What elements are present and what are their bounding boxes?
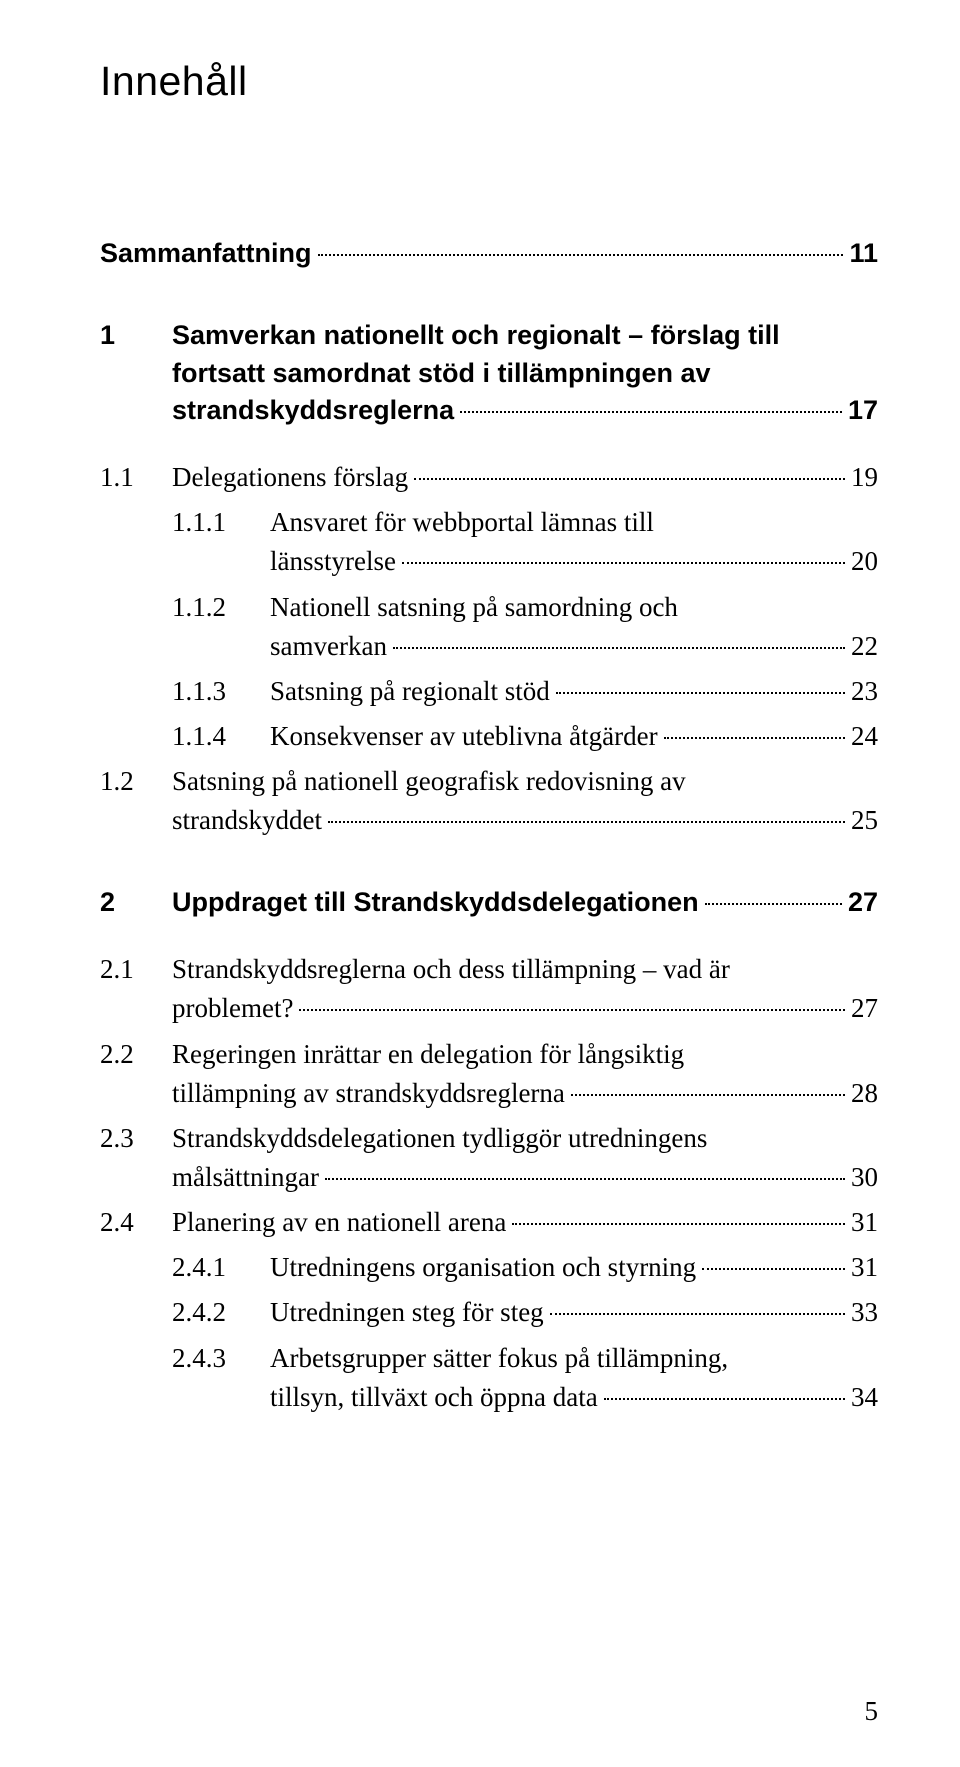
toc-page-ref: 30 (851, 1158, 878, 1197)
toc-label: Uppdraget till Strandskyddsdelegationen (172, 884, 699, 922)
toc-level2-entry: 2.4.2Utredningen steg för steg 33 (100, 1293, 878, 1332)
toc-label: Regeringen inrättar en delegation för lå… (172, 1035, 878, 1074)
toc-page-ref: 31 (851, 1203, 878, 1242)
toc-entry-number: 2.4.1 (172, 1248, 270, 1287)
toc-label: Satsning på nationell geografisk redovis… (172, 762, 878, 801)
toc-entry-number: 1.1 (100, 458, 172, 497)
toc-entry-number: 2.2 (100, 1035, 172, 1074)
toc-entry-number: 2.1 (100, 950, 172, 989)
toc-label: strandskyddet (172, 801, 322, 840)
toc-section-number: 2 (100, 884, 172, 922)
toc-level2-entry: 1.1.2Nationell satsning på samordning oc… (100, 588, 878, 666)
toc-level1-entry: 1.2Satsning på nationell geografisk redo… (100, 762, 878, 840)
dot-leader (299, 1009, 845, 1011)
toc-page-ref: 20 (851, 542, 878, 581)
toc-page-ref: 27 (848, 884, 878, 922)
toc-page-ref: 27 (851, 989, 878, 1028)
dot-leader (705, 903, 842, 905)
page-title: Innehåll (100, 58, 878, 105)
toc-level2-entry: 1.1.4Konsekvenser av uteblivna åtgärder 2… (100, 717, 878, 756)
toc-label: tillämpning av strandskyddsreglerna (172, 1074, 565, 1113)
toc-label: Arbetsgrupper sätter fokus på tillämpnin… (270, 1339, 878, 1378)
toc-label: Satsning på regionalt stöd (270, 672, 550, 711)
toc-section-head: 1Samverkan nationellt och regionalt – fö… (100, 317, 878, 430)
dot-leader (460, 411, 842, 413)
toc-entry-number: 1.1.4 (172, 717, 270, 756)
toc-page-ref: 24 (851, 717, 878, 756)
toc-label: Samverkan nationellt och regionalt – för… (172, 317, 878, 355)
toc-label: samverkan (270, 627, 387, 666)
toc-entry-number: 1.1.3 (172, 672, 270, 711)
toc-entry-number: 1.2 (100, 762, 172, 801)
toc-level1-entry: 2.3Strandskyddsdelegationen tydliggör ut… (100, 1119, 878, 1197)
toc-page-ref: 17 (848, 392, 878, 430)
toc-label: länsstyrelse (270, 542, 396, 581)
dot-leader (325, 1178, 845, 1180)
dot-leader (702, 1268, 845, 1270)
toc-entry-number: 2.4 (100, 1203, 172, 1242)
toc-level2-entry: 2.4.1Utredningens organisation och styrn… (100, 1248, 878, 1287)
toc-label: Utredningens organisation och styrning (270, 1248, 696, 1287)
toc-page: Innehåll Sammanfattning111Samverkan nati… (0, 0, 960, 1767)
toc-page-ref: 22 (851, 627, 878, 666)
toc-level2-entry: 1.1.3Satsning på regionalt stöd 23 (100, 672, 878, 711)
toc-level1-entry: 1.1Delegationens förslag 19 (100, 458, 878, 497)
toc-label: målsättningar (172, 1158, 319, 1197)
toc-entry-number: 1.1.2 (172, 588, 270, 627)
toc-label: tillsyn, tillväxt och öppna data (270, 1378, 598, 1417)
toc-level1-entry: 2.1Strandskyddsreglerna och dess tillämp… (100, 950, 878, 1028)
toc-entry-number: 2.4.2 (172, 1293, 270, 1332)
toc-label: Delegationens förslag (172, 458, 408, 497)
dot-leader (664, 737, 845, 739)
toc-label: strandskyddsreglerna (172, 392, 454, 430)
toc-entry-number: 1.1.1 (172, 503, 270, 542)
toc-body: Sammanfattning111Samverkan nationellt oc… (100, 235, 878, 1417)
dot-leader (550, 1313, 845, 1315)
toc-page-ref: 25 (851, 801, 878, 840)
dot-leader (414, 478, 845, 480)
toc-entry-number: 2.3 (100, 1119, 172, 1158)
toc-section-head: Sammanfattning 11 (100, 235, 878, 273)
toc-level2-entry: 2.4.3Arbetsgrupper sätter fokus på tillä… (100, 1339, 878, 1417)
toc-level2-entry: 1.1.1Ansvaret för webbportal lämnas till… (100, 503, 878, 581)
toc-entry-number: 2.4.3 (172, 1339, 270, 1378)
dot-leader (318, 254, 844, 256)
toc-page-ref: 33 (851, 1293, 878, 1332)
toc-label: Nationell satsning på samordning och (270, 588, 878, 627)
toc-label: Strandskyddsreglerna och dess tillämpnin… (172, 950, 878, 989)
dot-leader (328, 821, 845, 823)
toc-page-ref: 19 (851, 458, 878, 497)
toc-label: Ansvaret för webbportal lämnas till (270, 503, 878, 542)
toc-level1-entry: 2.2Regeringen inrättar en delegation för… (100, 1035, 878, 1113)
dot-leader (604, 1398, 845, 1400)
toc-label: Utredningen steg för steg (270, 1293, 544, 1332)
toc-label: fortsatt samordnat stöd i tillämpningen … (172, 355, 878, 393)
dot-leader (393, 647, 845, 649)
toc-label: Strandskyddsdelegationen tydliggör utred… (172, 1119, 878, 1158)
toc-page-ref: 34 (851, 1378, 878, 1417)
toc-section-number: 1 (100, 317, 172, 355)
toc-level1-entry: 2.4Planering av en nationell arena 31 (100, 1203, 878, 1242)
dot-leader (512, 1223, 845, 1225)
toc-page-ref: 31 (851, 1248, 878, 1287)
toc-section-head: 2Uppdraget till Strandskyddsdelegationen… (100, 884, 878, 922)
toc-label: Planering av en nationell arena (172, 1203, 506, 1242)
toc-label: Konsekvenser av uteblivna åtgärder (270, 717, 658, 756)
toc-page-ref: 11 (849, 235, 878, 273)
page-number: 5 (865, 1696, 879, 1727)
dot-leader (402, 562, 845, 564)
toc-page-ref: 28 (851, 1074, 878, 1113)
dot-leader (556, 692, 845, 694)
toc-label: Sammanfattning (100, 235, 312, 273)
dot-leader (571, 1094, 845, 1096)
toc-label: problemet? (172, 989, 293, 1028)
toc-page-ref: 23 (851, 672, 878, 711)
